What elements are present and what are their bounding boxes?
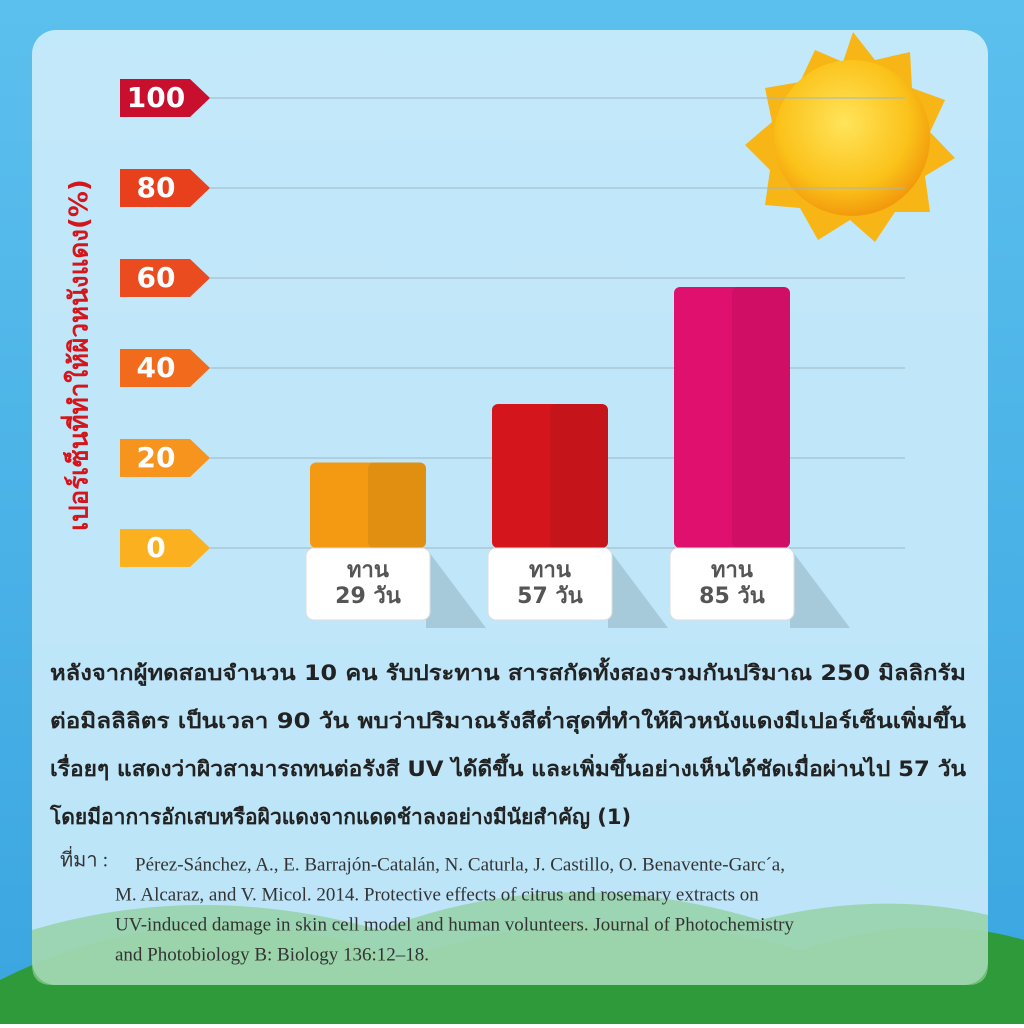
tick-badge: [120, 439, 210, 477]
category-label-box: ทาน 29 วัน: [335, 557, 401, 609]
bar-shadow: [790, 548, 850, 628]
bar: [492, 404, 608, 548]
source-line: Pérez-Sánchez, A., E. Barrajón-Catalán, …: [135, 854, 785, 875]
tick-badge: [120, 259, 210, 297]
tick-badge: [120, 529, 210, 567]
y-tick-label: 40: [137, 351, 176, 384]
source-line: UV-induced damage in skin cell model and…: [115, 914, 794, 935]
description-line: ต่อมิลลิลิตร เป็นเวลา 90 วัน พบว่าปริมาณ…: [50, 705, 967, 735]
tick-badge: [120, 169, 210, 207]
y-tick-label: 60: [137, 261, 176, 294]
category-label-box: ทาน 85 วัน: [699, 557, 765, 609]
tick-badge: [120, 349, 210, 387]
bar-shade: [550, 404, 608, 548]
bar: [674, 287, 790, 548]
y-tick-label: 20: [137, 441, 176, 474]
sun: [745, 32, 955, 242]
y-tick-label: 80: [137, 171, 176, 204]
source-line: and Photobiology B: Biology 136:12–18.: [115, 944, 429, 965]
x-tick-label: ทาน 57 วัน: [517, 557, 583, 609]
bar: [310, 462, 426, 548]
bar-shade: [732, 287, 790, 548]
source-line: M. Alcaraz, and V. Micol. 2014. Protecti…: [115, 884, 759, 905]
category-box: [669, 547, 795, 621]
y-tick-label: 100: [127, 81, 185, 114]
panel-hills: [32, 892, 988, 985]
source-label: ที่มา :: [60, 846, 108, 872]
bar-shade: [368, 462, 426, 548]
description-line: เรื่อยๆ แสดงว่าผิวสามารถทนต่อรังสี UV ได…: [50, 753, 967, 781]
category-box: [487, 547, 613, 621]
x-tick-label: ทาน 29 วัน: [335, 557, 401, 609]
bar-shadow: [608, 548, 668, 628]
bar-shadow: [426, 548, 486, 628]
description-line: โดยมีอาการอักเสบหรือผิวแดงจากแดดช้าลงอย่…: [49, 804, 631, 830]
tick-badge: [120, 79, 210, 117]
category-label-box: ทาน 57 วัน: [517, 557, 583, 609]
category-box: [305, 547, 431, 621]
y-tick-label: 0: [146, 531, 165, 564]
description-line: หลังจากผู้ทดสอบจำนวน 10 คน รับประทาน สาร…: [50, 657, 966, 687]
y-axis-label: เปอร์เซ็นที่ทำให้ผิวหนังแดง(%): [60, 179, 95, 531]
x-tick-label: ทาน 85 วัน: [699, 557, 765, 609]
